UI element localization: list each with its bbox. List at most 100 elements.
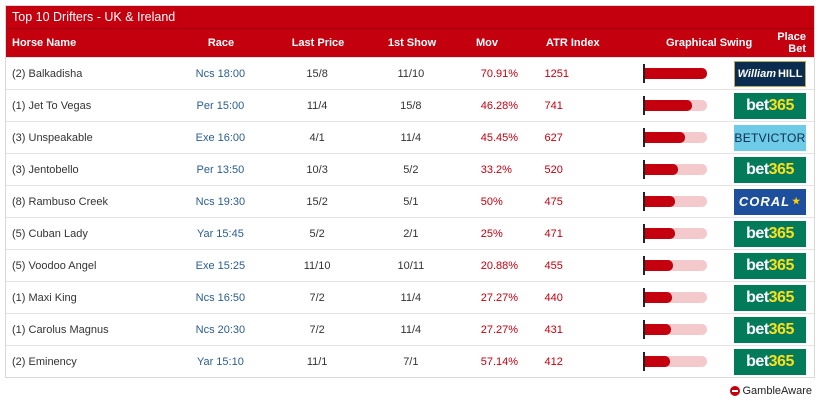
place-bet-cell: bet 365	[734, 346, 814, 378]
first-show: 11/4	[400, 131, 422, 144]
race-link[interactable]: Per 13:50	[196, 163, 245, 176]
horse-name[interactable]: (2) Balkadisha	[12, 67, 83, 80]
place-bet-cell: bet 365	[734, 250, 814, 282]
atr-index: 455	[544, 259, 563, 272]
last-price: 4/1	[309, 131, 325, 144]
swing-bar-fill	[644, 195, 675, 207]
graphical-swing	[624, 90, 734, 122]
bet365-button[interactable]: bet 365	[734, 348, 806, 375]
race-link[interactable]: Yar 15:10	[196, 355, 244, 368]
swing-bar-fill	[644, 291, 673, 303]
graphical-swing	[624, 122, 734, 154]
graphical-swing	[624, 314, 734, 346]
graphical-swing	[624, 218, 734, 250]
place-bet-cell: bet 365	[734, 218, 814, 250]
header-last-price: Last Price	[291, 37, 345, 49]
last-price: 15/2	[306, 195, 328, 208]
bet365-button[interactable]: bet 365	[734, 156, 806, 183]
table-row: (2) Eminency Yar 15:10 11/1 7/1 57.14% 412 bet…	[6, 345, 814, 377]
bet365-button[interactable]: bet 365	[734, 316, 806, 343]
swing-bar-track	[644, 67, 708, 79]
horse-name[interactable]: (8) Rambuso Creek	[12, 195, 108, 208]
swing-bar-track	[644, 163, 708, 175]
last-price: 10/3	[306, 163, 328, 176]
swing-baseline-tick	[643, 95, 646, 115]
table-body: (2) Balkadisha Ncs 18:00 15/8 11/10 70.91% 12…	[6, 57, 814, 377]
swing-bar-track	[644, 131, 708, 143]
bet365-button[interactable]: bet 365	[734, 220, 806, 247]
horse-name[interactable]: (1) Jet To Vegas	[12, 99, 92, 112]
bet365-button[interactable]: bet 365	[734, 284, 806, 311]
swing-baseline-tick	[643, 159, 646, 179]
last-price: 11/10	[303, 259, 331, 272]
horse-name[interactable]: (1) Maxi King	[12, 291, 77, 304]
swing-bar-track	[644, 227, 708, 239]
horse-name[interactable]: (5) Cuban Lady	[12, 227, 88, 240]
graphical-swing	[624, 282, 734, 314]
movement-percent: 27.27%	[480, 291, 519, 304]
race-link[interactable]: Per 15:00	[196, 99, 245, 112]
race-link[interactable]: Exe 16:00	[195, 131, 246, 144]
swing-bar-track	[644, 99, 708, 111]
gambleaware-label: GambleAware	[742, 385, 813, 397]
swing-baseline-tick	[643, 287, 646, 307]
header-atr-index: ATR Index	[546, 37, 600, 49]
first-show: 5/1	[403, 195, 419, 208]
table-row: (5) Cuban Lady Yar 15:45 5/2 2/1 25% 471 bet 36…	[6, 217, 814, 249]
table-row: (1) Jet To Vegas Per 15:00 11/4 15/8 46.28% 7…	[6, 89, 814, 121]
place-bet-cell: BETVICTOR	[734, 122, 814, 154]
graphical-swing	[624, 186, 734, 218]
atr-index: 520	[544, 163, 563, 176]
swing-bar-fill	[644, 259, 674, 271]
atr-index: 431	[544, 323, 563, 336]
atr-index: 741	[544, 99, 563, 112]
race-link[interactable]: Exe 15:25	[195, 259, 246, 272]
coral-button[interactable]: CORAL ★	[734, 188, 806, 215]
header-horse: Horse Name	[12, 37, 77, 49]
table-row: (3) Jentobello Per 13:50 10/3 5/2 33.2% 520 be…	[6, 153, 814, 185]
race-link[interactable]: Yar 15:45	[196, 227, 244, 240]
header-first-show: 1st Show	[387, 37, 437, 49]
william-hill-button[interactable]: William HILL	[734, 60, 806, 87]
table-row: (5) Voodoo Angel Exe 15:25 11/10 10/11 20.88…	[6, 249, 814, 281]
last-price: 7/2	[309, 291, 325, 304]
movement-percent: 50%	[480, 195, 503, 208]
graphical-swing	[624, 346, 734, 378]
horse-name[interactable]: (5) Voodoo Angel	[12, 259, 97, 272]
horse-name[interactable]: (3) Unspeakable	[12, 131, 93, 144]
atr-index: 1251	[544, 67, 570, 80]
race-link[interactable]: Ncs 19:30	[195, 195, 246, 208]
first-show: 10/11	[397, 259, 425, 272]
swing-baseline-tick	[643, 127, 646, 147]
table-row: (3) Unspeakable Exe 16:00 4/1 11/4 45.45% 627…	[6, 121, 814, 153]
movement-percent: 20.88%	[480, 259, 519, 272]
horse-name[interactable]: (2) Eminency	[12, 355, 77, 368]
movement-percent: 33.2%	[480, 163, 512, 176]
bet365-button[interactable]: bet 365	[734, 252, 806, 279]
betvictor-button[interactable]: BETVICTOR	[734, 124, 806, 151]
place-bet-cell: bet 365	[734, 154, 814, 186]
swing-bar-fill	[644, 355, 671, 367]
swing-baseline-tick	[643, 319, 646, 339]
race-link[interactable]: Ncs 20:30	[195, 323, 246, 336]
table-row: (1) Carolus Magnus Ncs 20:30 7/2 11/4 27.27%…	[6, 313, 814, 345]
first-show: 5/2	[403, 163, 419, 176]
swing-bar-fill	[644, 323, 672, 335]
swing-bar-fill	[644, 163, 678, 175]
horse-name[interactable]: (1) Carolus Magnus	[12, 323, 109, 336]
place-bet-cell: bet 365	[734, 282, 814, 314]
atr-index: 440	[544, 291, 563, 304]
header-place-bet: Place Bet	[777, 31, 806, 55]
last-price: 11/1	[306, 355, 328, 368]
panel-title: Top 10 Drifters - UK & Ireland	[6, 6, 814, 29]
first-show: 11/4	[400, 291, 422, 304]
swing-baseline-tick	[643, 223, 646, 243]
race-link[interactable]: Ncs 16:50	[195, 291, 246, 304]
swing-bar-fill	[644, 99, 693, 111]
gambleaware-logo[interactable]: GambleAware	[729, 385, 813, 397]
atr-index: 471	[544, 227, 563, 240]
horse-name[interactable]: (3) Jentobello	[12, 163, 79, 176]
race-link[interactable]: Ncs 18:00	[195, 67, 246, 80]
bet365-button[interactable]: bet 365	[734, 92, 806, 119]
place-bet-cell: CORAL ★	[734, 186, 814, 218]
